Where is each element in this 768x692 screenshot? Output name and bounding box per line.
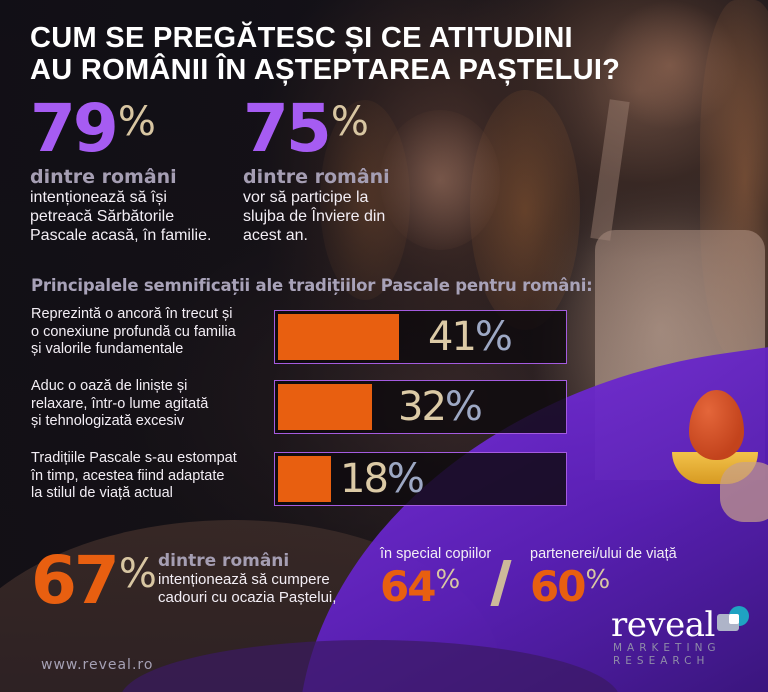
stat-description: vor să participe la slujba de Înviere di… xyxy=(243,189,386,244)
gift-children: în special copiilor 64 % xyxy=(380,546,491,608)
stat-number: 79 xyxy=(30,90,119,167)
stat-subject: dintre români xyxy=(30,166,177,188)
logo-wordmark: reveal xyxy=(611,605,715,645)
bar-meaning-3: 18% xyxy=(274,452,567,506)
stat-description: intenționează să își petreacă Sărbătoril… xyxy=(30,189,212,244)
gift-number: 60 xyxy=(530,562,586,611)
stat-gifts-text: dintre români intenționează să cumpere c… xyxy=(158,551,336,607)
reveal-logo: reveal MARKETING RESEARCH xyxy=(611,605,749,668)
bar-fill xyxy=(278,456,331,502)
logo-subtitle-1: MARKETING xyxy=(613,642,721,654)
stat-church-service: 75 % dintre români vor să participe la s… xyxy=(243,96,390,245)
gift-number: 64 xyxy=(380,562,436,611)
stat-number: 75 xyxy=(243,90,332,167)
stat-number: 67 xyxy=(31,542,120,619)
meanings-title: Principalele semnificații ale tradițiilo… xyxy=(31,276,593,295)
gift-partner: partenerei/ului de viață 60 % xyxy=(530,546,677,608)
title-line-1: CUM SE PREGĂTESC ȘI CE ATITUDINI xyxy=(30,22,573,54)
percent-sign: % xyxy=(435,565,461,595)
meaning-label-2: Aduc o oază de liniște și relaxare, într… xyxy=(31,378,209,429)
bar-fill xyxy=(278,384,373,430)
bar-meaning-2: 32% xyxy=(274,380,567,434)
meaning-label-3: Tradițiile Pascale s-au estompat în timp… xyxy=(31,450,237,501)
percent-sign: % xyxy=(330,99,369,145)
bar-meaning-1: 41% xyxy=(274,310,567,364)
percent-sign: % xyxy=(585,565,611,595)
page-title: CUM SE PREGĂTESC ȘI CE ATITUDINI AU ROMÂ… xyxy=(30,22,620,86)
gift-label: în special copiilor xyxy=(380,546,492,562)
percent-sign: % xyxy=(117,99,156,145)
title-line-2: AU ROMÂNII ÎN AȘTEPTAREA PAȘTELUI? xyxy=(30,54,621,86)
stat-gifts: 67 % xyxy=(31,548,157,614)
percent-sign: % xyxy=(118,551,157,597)
gift-label: partenerei/ului de viață xyxy=(530,546,677,562)
slash-divider xyxy=(490,560,512,606)
bar-value: 41% xyxy=(428,314,513,360)
bar-fill xyxy=(278,314,400,360)
stat-subject: dintre români xyxy=(243,166,390,188)
logo-subtitle-2: RESEARCH xyxy=(613,655,710,667)
logo-mark-icon xyxy=(717,606,749,636)
easter-egg-shape xyxy=(689,390,744,460)
website-link[interactable]: www.reveal.ro xyxy=(41,657,154,673)
stat-description: intenționează să cumpere cadouri cu ocaz… xyxy=(158,571,337,606)
bar-value: 18% xyxy=(340,456,425,502)
meaning-label-1: Reprezintă o ancoră în trecut și o conex… xyxy=(31,306,236,357)
bar-value: 32% xyxy=(398,384,483,430)
stat-stay-home: 79 % dintre români intenționează să își … xyxy=(30,96,211,245)
stat-subject: dintre români xyxy=(158,551,290,571)
